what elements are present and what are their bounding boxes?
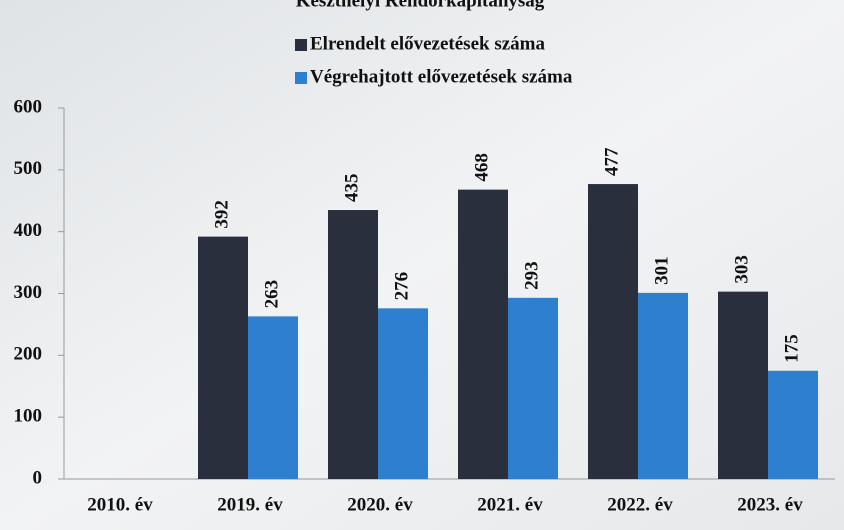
value-label: 477: [601, 147, 622, 176]
y-tick-label: 100: [14, 406, 43, 427]
x-tick-label: 2023. év: [737, 494, 803, 515]
bar: [248, 316, 298, 479]
bar: [718, 292, 768, 479]
page: Keszthelyi Rendőrkapitányság 0 100 200 300 4…: [0, 0, 844, 530]
bar: [638, 293, 688, 479]
bar: [328, 210, 378, 479]
x-tick-label: 2020. év: [347, 494, 413, 515]
value-label: 175: [781, 334, 802, 363]
y-tick-label: 200: [14, 344, 43, 365]
value-label: 303: [731, 255, 752, 284]
value-label: 435: [341, 174, 362, 203]
legend-swatch: [295, 39, 307, 51]
y-tick-label: 300: [14, 282, 43, 303]
value-label: 263: [261, 280, 282, 309]
bar: [198, 237, 248, 479]
y-tick-label: 0: [33, 467, 43, 488]
legend-label: Elrendelt elővezetések száma: [310, 33, 545, 54]
value-label: 468: [471, 153, 492, 182]
bar: [588, 184, 638, 479]
x-tick-label: 2022. év: [607, 494, 673, 515]
legend-swatch: [295, 72, 307, 84]
y-tick-label: 400: [14, 220, 43, 241]
bar: [508, 298, 558, 479]
x-tick-label: 2021. év: [477, 494, 543, 515]
bar: [378, 308, 428, 479]
chart: Keszthelyi Rendőrkapitányság 0 100 200 300 4…: [0, 0, 844, 530]
chart-title: Keszthelyi Rendőrkapitányság: [296, 0, 545, 11]
y-tick-label: 500: [14, 158, 43, 179]
value-label: 293: [521, 261, 542, 290]
y-tick-label: 600: [14, 96, 43, 117]
value-label: 301: [651, 256, 672, 285]
x-tick-label: 2019. év: [217, 494, 283, 515]
value-label: 276: [391, 272, 412, 301]
bar: [768, 371, 818, 479]
legend-label: Végrehajtott elővezetések száma: [310, 66, 573, 87]
x-tick-label: 2010. év: [87, 494, 153, 515]
bar: [458, 190, 508, 479]
value-label: 392: [211, 200, 232, 229]
